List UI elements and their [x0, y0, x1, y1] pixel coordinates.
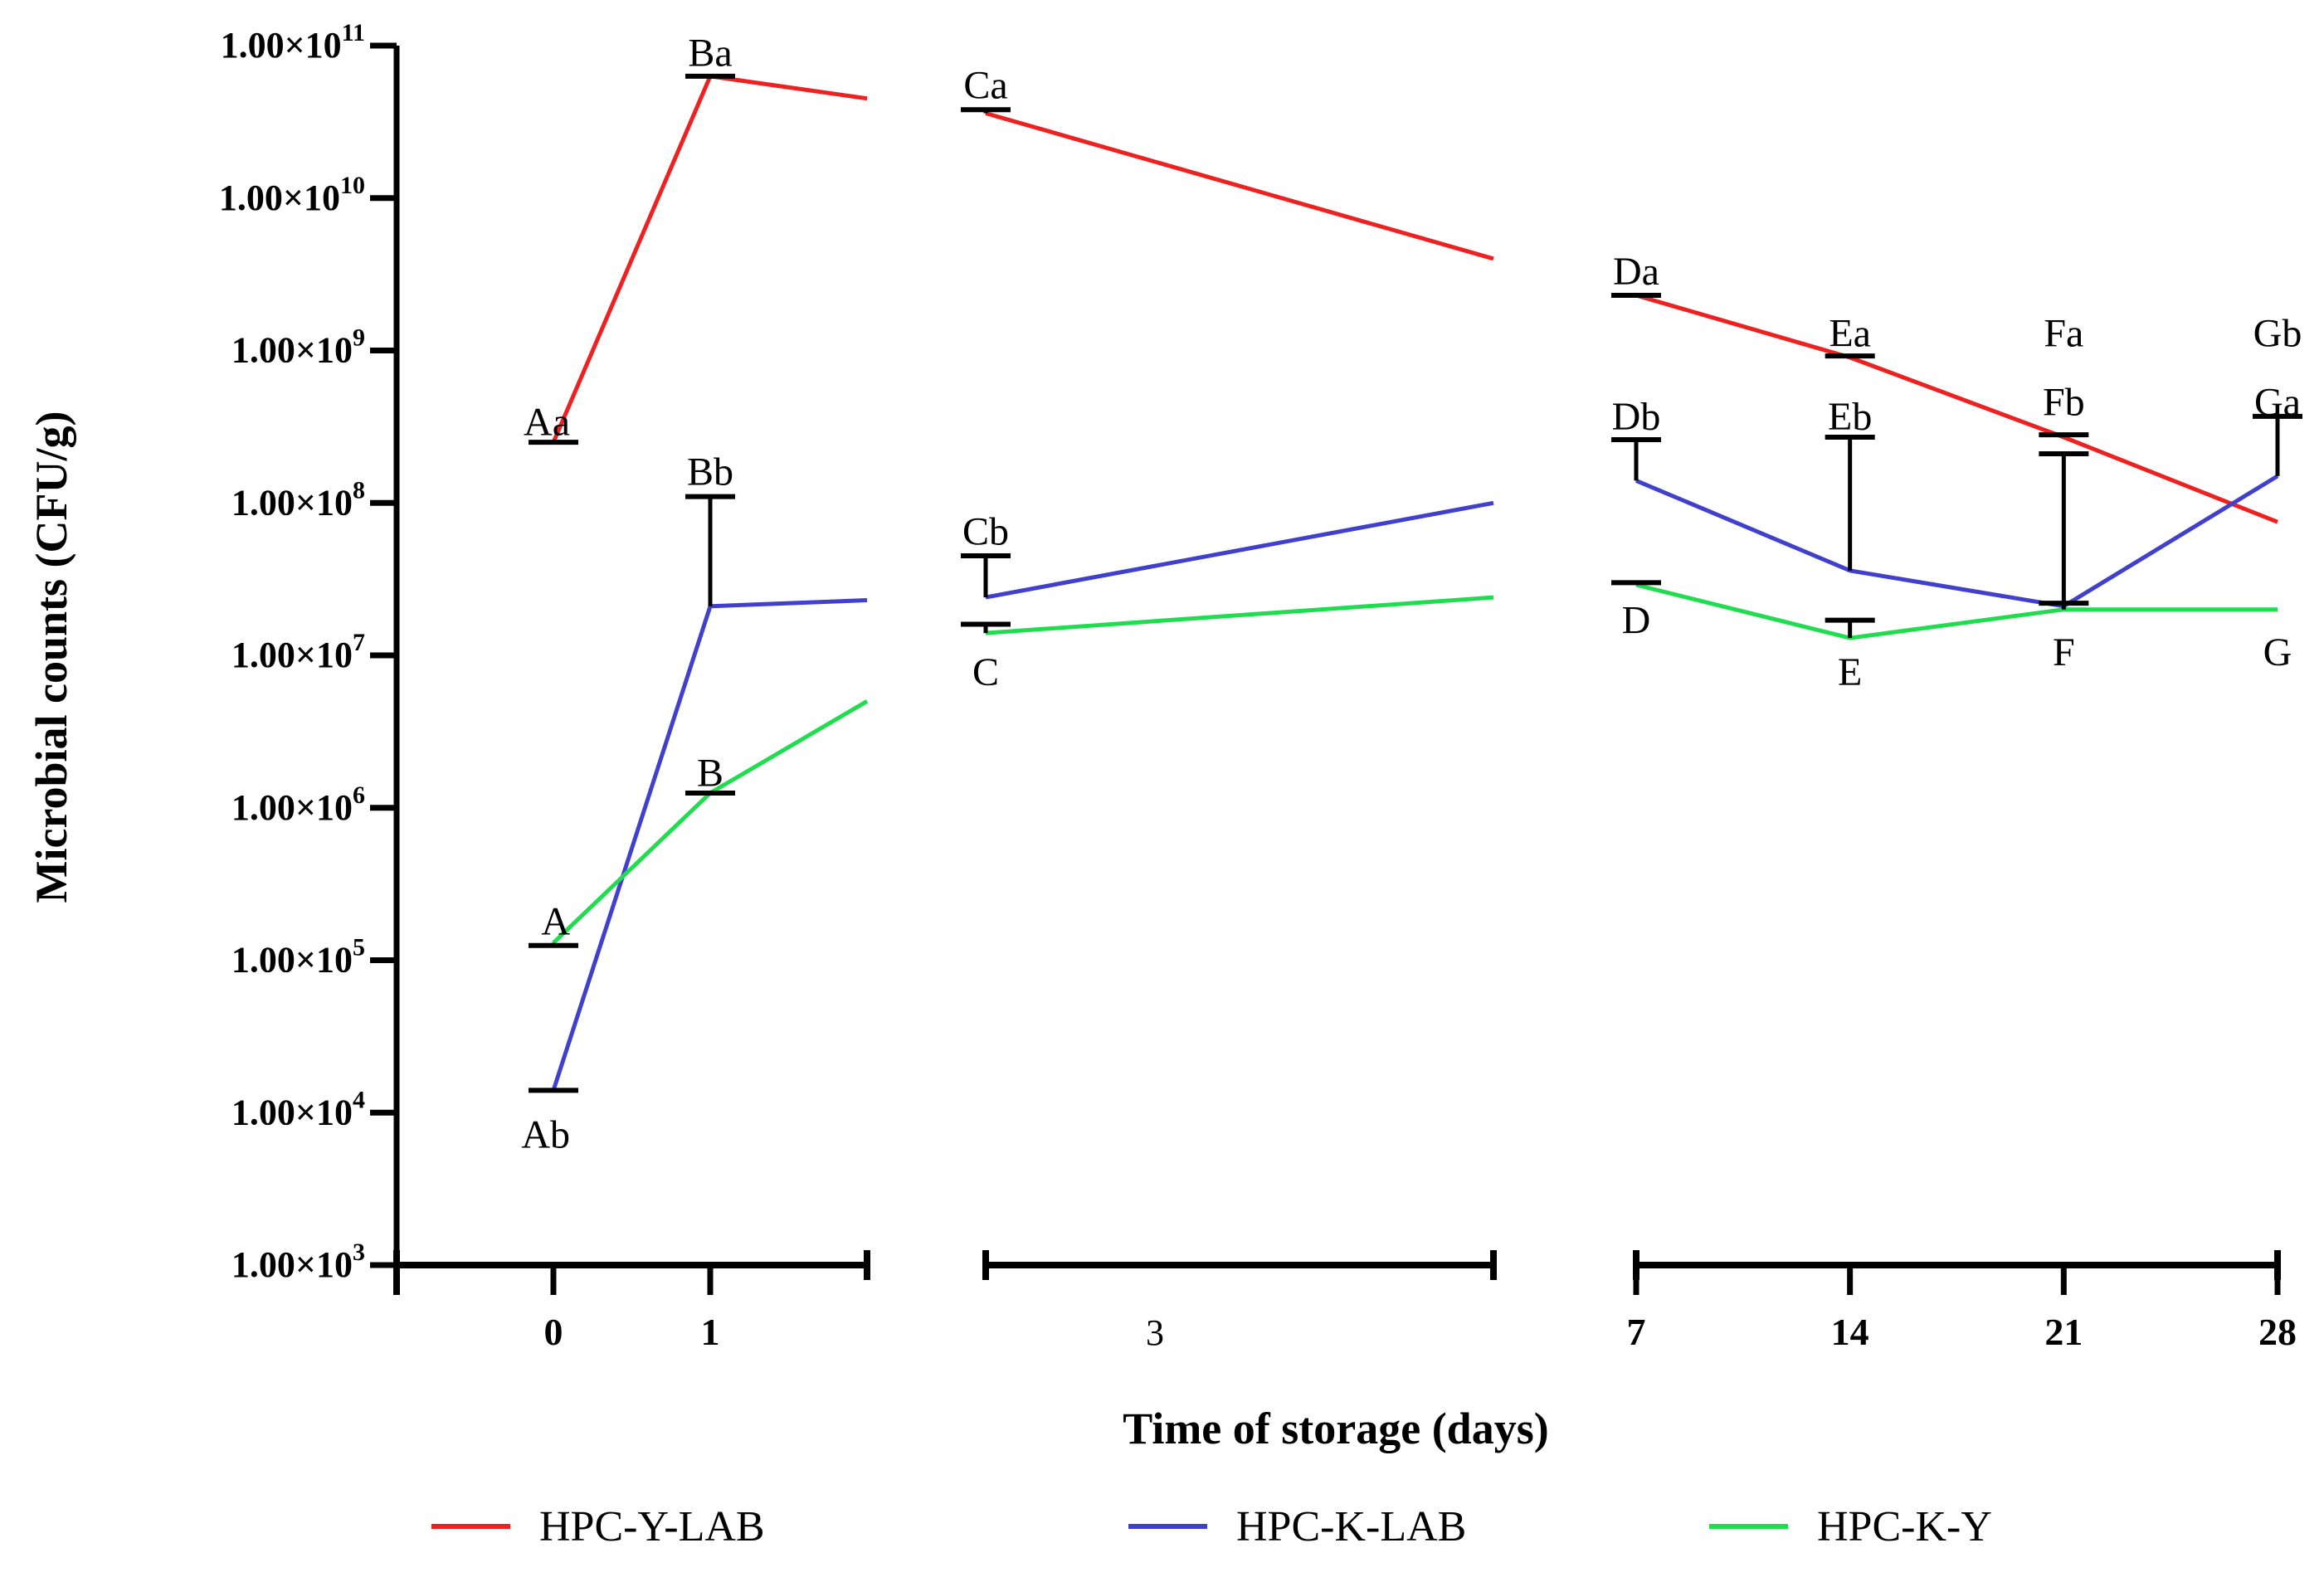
- point-label: D: [1622, 599, 1651, 643]
- x-tick-label: 3: [1146, 1312, 1164, 1353]
- point-label: C: [972, 650, 999, 694]
- y-tick-label: 1.00×104: [231, 1086, 365, 1132]
- error-bars: [529, 73, 2302, 1093]
- point-label: Ba: [688, 31, 732, 75]
- series-line-hpc-y-lab: [551, 74, 868, 444]
- y-tick-label: 1.00×109: [231, 324, 365, 371]
- point-label: Db: [1612, 395, 1661, 439]
- point-label: Aa: [524, 401, 570, 445]
- y-axis-title: Microbial counts (CFU/g): [27, 411, 76, 903]
- legend-label: HPC-K-LAB: [1236, 1503, 1466, 1550]
- x-tick-label: 14: [1831, 1311, 1869, 1353]
- legend: HPC-Y-LAB HPC-K-LAB HPC-K-Y: [431, 1503, 1992, 1550]
- y-tick-label: 1.00×108: [231, 476, 365, 523]
- series-line-hpc-k-y: [552, 699, 869, 945]
- x-tick-label: 21: [2044, 1311, 2083, 1353]
- legend-label: HPC-K-Y: [1817, 1503, 1992, 1550]
- series-lines: [551, 74, 2279, 1092]
- x-tick-label: 7: [1627, 1311, 1646, 1353]
- y-tick-label: 1.00×106: [231, 781, 365, 828]
- x-tick-label: 28: [2258, 1311, 2297, 1353]
- y-tick-label: 1.00×107: [231, 629, 365, 675]
- y-tick-label: 1.00×1011: [221, 19, 365, 66]
- series-line-hpc-k-y: [1635, 582, 2278, 640]
- point-label: F: [2053, 630, 2075, 674]
- point-label: Ga: [2254, 380, 2301, 424]
- point-label: Ab: [521, 1112, 570, 1156]
- point-label: Fa: [2044, 312, 2083, 356]
- point-annotations: Aa Ba Ca Da Ea Fa Gb Db Eb Fb Ga Bb Cb D E F G C B A Ab: [521, 31, 2302, 1156]
- series-line-hpc-y-lab: [985, 111, 1494, 261]
- point-label: Da: [1613, 250, 1659, 294]
- point-label: A: [541, 900, 570, 944]
- legend-label: HPC-Y-LAB: [539, 1503, 765, 1550]
- y-tick-label: 1.00×1010: [219, 172, 365, 218]
- point-label: Cb: [962, 510, 1009, 554]
- y-tick-label: 1.00×105: [231, 934, 365, 981]
- y-tick-label: 1.00×103: [231, 1239, 365, 1285]
- series-line-hpc-k-lab: [985, 500, 1494, 600]
- point-label: B: [697, 751, 724, 795]
- point-label: Eb: [1828, 395, 1872, 439]
- x-tick-label: 1: [701, 1311, 720, 1353]
- point-label: Bb: [687, 450, 733, 494]
- point-label: Fb: [2043, 380, 2085, 424]
- x-axis-title: Time of storage (days): [1123, 1404, 1548, 1453]
- point-label: G: [2263, 630, 2292, 674]
- series-line-hpc-y-lab: [1635, 293, 2278, 524]
- point-label: E: [1838, 650, 1862, 694]
- axes: 1.00×103 1.00×104 1.00×105 1.00×106 1.00×107…: [219, 19, 2297, 1353]
- series-line-hpc-k-lab: [1635, 474, 2279, 609]
- point-label: Ca: [963, 64, 1007, 108]
- point-label: Ea: [1829, 312, 1871, 356]
- point-label: Gb: [2253, 312, 2302, 356]
- series-line-hpc-k-lab: [551, 598, 868, 1092]
- series-line-hpc-k-y: [985, 595, 1494, 635]
- x-tick-label: 0: [544, 1311, 563, 1353]
